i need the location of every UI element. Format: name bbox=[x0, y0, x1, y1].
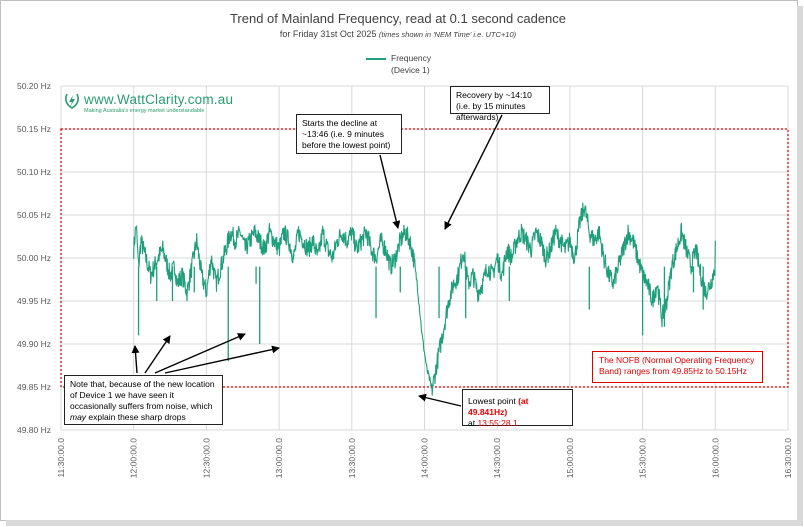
annotation-arrows bbox=[131, 114, 503, 407]
subtitle-note: (times shown in 'NEM Time' i.e. UTC+10) bbox=[378, 30, 517, 39]
y-tick-label: 50.20 Hz bbox=[17, 81, 51, 91]
chart-title: Trend of Mainland Frequency, read at 0.1… bbox=[229, 11, 567, 26]
frequency-series bbox=[133, 202, 716, 396]
x-tick-label: 16:30:00.0 bbox=[783, 438, 793, 478]
y-tick-label: 50.00 Hz bbox=[17, 253, 51, 263]
decline-text: Starts the decline at ~13:46 (i.e. 9 min… bbox=[302, 118, 391, 150]
lowest-prefix: Lowest point bbox=[468, 396, 519, 406]
noise-spikes bbox=[137, 266, 704, 362]
legend-series-name: Frequency bbox=[391, 53, 432, 63]
lowest-arrow bbox=[418, 393, 462, 407]
legend-swatch bbox=[366, 58, 386, 60]
x-tick-label: 13:00:00.0 bbox=[274, 438, 284, 478]
wattclarity-logo: www.WattClarity.com.au Making Australia'… bbox=[62, 90, 242, 118]
noise-arrow bbox=[131, 345, 140, 374]
decline-arrow bbox=[379, 154, 401, 229]
y-axis-ticks: 50.20 Hz 50.15 Hz 50.10 Hz 50.05 Hz 50.00 Hz… bbox=[17, 81, 51, 435]
decline-callout: Starts the decline at ~13:46 (i.e. 9 min… bbox=[296, 114, 402, 154]
y-tick-label: 49.95 Hz bbox=[17, 296, 51, 306]
y-tick-label: 50.05 Hz bbox=[17, 210, 51, 220]
legend: Frequency (Device 1) bbox=[366, 52, 446, 78]
x-tick-label: 16:00:00.0 bbox=[710, 438, 720, 478]
noise-text: Note that, because of the new location o… bbox=[70, 379, 215, 411]
lowest-callout: Lowest point (at 49.841Hz) at 13:55:28.1 bbox=[462, 389, 573, 428]
y-tick-label: 50.15 Hz bbox=[17, 124, 51, 134]
frame-shadow-right bbox=[797, 6, 803, 521]
x-tick-label: 12:00:00.0 bbox=[129, 438, 139, 478]
nofb-callout: The NOFB (Normal Operating Frequency Ban… bbox=[592, 351, 763, 383]
x-tick-label: 15:00:00.0 bbox=[565, 438, 575, 478]
bolt-icon bbox=[65, 93, 79, 109]
x-tick-label: 11:30:00.0 bbox=[56, 438, 66, 478]
x-tick-label: 15:30:00.0 bbox=[638, 438, 648, 478]
recovery-arrow bbox=[444, 114, 503, 230]
subtitle-main: for Friday 31st Oct 2025 bbox=[279, 29, 377, 39]
y-tick-label: 50.10 Hz bbox=[17, 167, 51, 177]
x-axis-ticks: 11:30:00.0 12:00:00.0 12:30:00.0 13:00:00.0… bbox=[56, 438, 793, 478]
nofb-band bbox=[60, 128, 789, 388]
logo-text: www.WattClarity.com.au bbox=[84, 92, 234, 107]
y-tick-label: 49.90 Hz bbox=[17, 339, 51, 349]
logo-tagline: Making Australia's energy market underst… bbox=[84, 108, 205, 114]
noise-arrow bbox=[154, 333, 246, 374]
lowest-time: 13:55:28.1 bbox=[477, 418, 518, 428]
frame-shadow-bottom bbox=[6, 520, 803, 526]
x-tick-label: 14:30:00.0 bbox=[492, 438, 502, 478]
chart-subtitle: for Friday 31st Oct 2025 (times shown in… bbox=[0, 29, 796, 39]
x-tick-label: 14:00:00.0 bbox=[420, 438, 430, 478]
lowest-value: (at 49.841Hz) bbox=[468, 396, 529, 417]
series-line bbox=[133, 202, 716, 396]
lowest-at: at bbox=[468, 418, 478, 428]
noise-arrow bbox=[144, 335, 171, 374]
nofb-text: The NOFB (Normal Operating Frequency Ban… bbox=[599, 355, 755, 376]
x-tick-label: 13:30:00.0 bbox=[347, 438, 357, 478]
y-tick-label: 49.80 Hz bbox=[17, 425, 51, 435]
noise-arrow bbox=[164, 345, 280, 374]
recovery-text: Recovery by ~14:10 (i.e. by 15 minutes a… bbox=[456, 90, 532, 122]
noise-text-end: explain these sharp drops bbox=[86, 412, 186, 422]
x-tick-label: 12:30:00.0 bbox=[201, 438, 211, 478]
recovery-callout: Recovery by ~14:10 (i.e. by 15 minutes a… bbox=[450, 86, 550, 122]
legend-series-sub: (Device 1) bbox=[391, 65, 430, 75]
noise-emph: may bbox=[70, 412, 87, 422]
noise-callout: Note that, because of the new location o… bbox=[64, 375, 223, 425]
y-tick-label: 49.85 Hz bbox=[17, 382, 51, 392]
